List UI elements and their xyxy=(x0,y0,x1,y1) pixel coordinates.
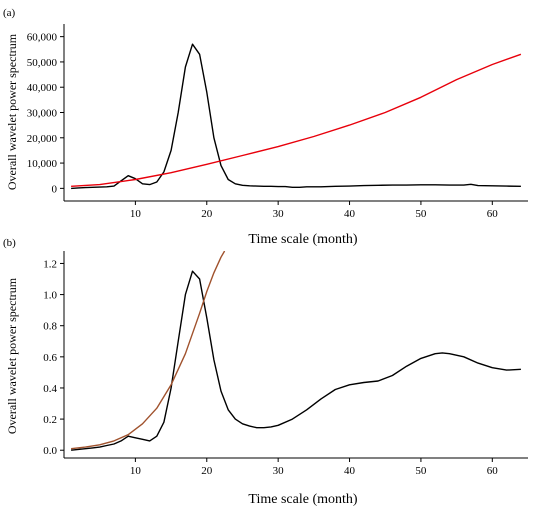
y-axis-title-b: Overall wavelet power spectrum xyxy=(5,277,19,434)
y-tick-label-a: 20,000 xyxy=(27,133,58,145)
y-tick-label-a: 50,000 xyxy=(27,57,58,69)
x-tick-label-b: 20 xyxy=(201,465,213,477)
x-tick-label-b: 50 xyxy=(415,465,427,477)
x-axis-title-a: Time scale (month) xyxy=(248,232,357,247)
series-line-a-1 xyxy=(71,43,521,190)
x-tick-label-a: 30 xyxy=(273,208,285,220)
plot-area-a: 10 20 30 40 50 60 0 10,000 20,000 30,000 40,000 50,… xyxy=(27,24,528,220)
series-line-b-1 xyxy=(71,270,521,451)
x-tick-label-a: 60 xyxy=(487,208,499,220)
series-line-a-2 xyxy=(71,53,522,187)
plot-area-b: 10 20 30 40 50 60 0.0 0.2 0.4 0.6 0.8 1.0 1.2 xyxy=(43,251,528,477)
x-tick-label-b: 30 xyxy=(273,465,285,477)
y-tick-label-a: 10,000 xyxy=(27,158,58,170)
x-tick-label-a: 50 xyxy=(415,208,427,220)
x-tick-label-b: 10 xyxy=(130,465,142,477)
panel-a: (a) 10 20 30 40 50 60 0 10,000 20,000 30,000 40,00… xyxy=(3,7,528,247)
x-tick-label-a: 10 xyxy=(130,208,142,220)
panel-b: (b) 10 20 30 40 50 60 0.0 0.2 0.4 0.6 0.8 1.0 1.2 Ti… xyxy=(3,237,528,507)
y-tick-label-b: 1.2 xyxy=(43,258,57,270)
y-tick-label-b: 0.4 xyxy=(43,383,57,395)
panel-label-a: (a) xyxy=(3,7,16,19)
y-tick-label-a: 40,000 xyxy=(27,82,58,94)
x-tick-label-a: 40 xyxy=(344,208,356,220)
y-tick-label-b: 0.6 xyxy=(43,352,57,364)
y-tick-label-b: 0.2 xyxy=(43,414,57,426)
y-tick-label-b: 0.0 xyxy=(43,445,57,457)
y-tick-label-a: 0 xyxy=(52,183,58,195)
y-tick-label-a: 30,000 xyxy=(27,108,58,120)
x-tick-label-b: 40 xyxy=(344,465,356,477)
panel-label-b: (b) xyxy=(3,237,16,249)
x-tick-label-a: 20 xyxy=(201,208,213,220)
y-tick-label-b: 0.8 xyxy=(43,321,57,333)
x-axis-title-b: Time scale (month) xyxy=(248,492,357,507)
x-tick-label-b: 60 xyxy=(487,465,499,477)
y-tick-label-a: 60,000 xyxy=(27,32,58,44)
y-axis-title-a: Overall wavelet power spectrum xyxy=(5,33,19,190)
y-tick-label-b: 1.0 xyxy=(43,290,57,302)
series-line-b-2 xyxy=(71,251,226,450)
